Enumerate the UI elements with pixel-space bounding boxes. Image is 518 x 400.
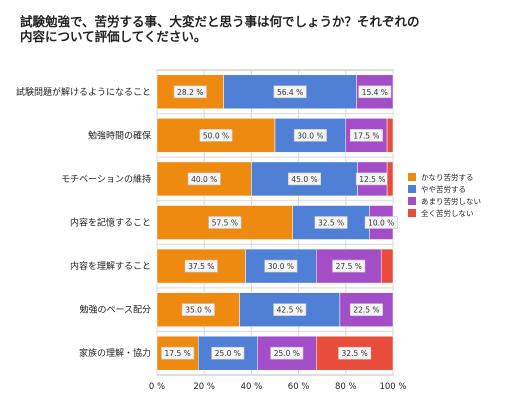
category-label: モチベーションの維持 bbox=[61, 173, 151, 185]
data-label: 22.5 % bbox=[353, 306, 379, 315]
data-label: 28.2 % bbox=[177, 88, 203, 97]
data-label-box bbox=[349, 303, 383, 316]
data-label: 40.0 % bbox=[191, 175, 217, 184]
legend-swatch bbox=[408, 209, 416, 217]
category-label: 試験問題が解けるようになること bbox=[16, 86, 151, 98]
chart-title: 試験勉強で、苦労する事、大変だと思う事は何でしょうか？それぞれの内容について評価… bbox=[20, 14, 420, 44]
data-label-box bbox=[199, 129, 233, 142]
legend-swatch bbox=[408, 173, 416, 181]
data-label-box bbox=[338, 346, 372, 360]
data-label: 30.0 % bbox=[268, 262, 294, 271]
data-label-box bbox=[270, 346, 304, 360]
legend-label: やや苦労する bbox=[421, 184, 466, 194]
data-label: 27.5 % bbox=[336, 262, 362, 271]
data-label: 50.0 % bbox=[203, 131, 229, 140]
legend-label: かなり苦労する bbox=[421, 172, 474, 182]
bar-segment bbox=[386, 161, 394, 197]
x-tick-label: 60 % bbox=[288, 382, 310, 392]
data-label: 37.5 % bbox=[188, 262, 214, 271]
data-label: 35.0 % bbox=[185, 306, 211, 315]
data-label: 15.4 % bbox=[362, 88, 388, 97]
data-label: 32.5 % bbox=[318, 219, 344, 228]
data-label-box bbox=[358, 85, 392, 99]
data-label-box bbox=[273, 303, 307, 316]
data-label: 56.4 % bbox=[277, 88, 303, 97]
legend-swatch bbox=[408, 185, 416, 193]
legend-swatch bbox=[408, 197, 416, 205]
legend-label: 全く苦労しない bbox=[421, 208, 474, 218]
data-label-box bbox=[187, 172, 221, 186]
category-label: 勉強のペース配分 bbox=[79, 304, 151, 316]
data-label-box bbox=[173, 85, 207, 99]
data-label: 57.5 % bbox=[212, 219, 238, 228]
x-tick-label: 20 % bbox=[193, 382, 215, 392]
data-label: 42.5 % bbox=[277, 306, 303, 315]
data-label-box bbox=[211, 346, 245, 360]
data-label: 17.5 % bbox=[165, 349, 191, 358]
x-tick-label: 40 % bbox=[241, 382, 263, 392]
data-label-box bbox=[314, 216, 348, 229]
data-label-box bbox=[181, 303, 215, 316]
data-label: 17.5 % bbox=[353, 131, 379, 140]
data-label-box bbox=[264, 259, 298, 273]
x-tick-label: 0 % bbox=[149, 382, 165, 392]
data-label: 25.0 % bbox=[274, 349, 300, 358]
bar-segment bbox=[386, 118, 394, 153]
data-label: 25.0 % bbox=[215, 349, 241, 358]
data-label: 30.0 % bbox=[297, 131, 323, 140]
x-tick-label: 80 % bbox=[335, 382, 357, 392]
data-label-box bbox=[184, 259, 218, 273]
data-label-box bbox=[364, 216, 398, 229]
category-label: 内容を理解すること bbox=[70, 260, 151, 272]
data-label: 45.0 % bbox=[291, 175, 317, 184]
data-label-box bbox=[293, 129, 327, 142]
category-label: 勉強時間の確保 bbox=[88, 129, 151, 141]
category-label: 内容を記憶すること bbox=[70, 217, 151, 229]
legend-label: あまり苦労しない bbox=[421, 196, 481, 206]
data-label: 12.5 % bbox=[359, 175, 385, 184]
category-label: 家族の理解・協力 bbox=[79, 347, 151, 359]
data-label-box bbox=[273, 85, 307, 99]
x-tick-label: 100 % bbox=[379, 382, 406, 392]
data-label: 32.5 % bbox=[342, 349, 368, 358]
data-label-box bbox=[349, 129, 383, 142]
data-label-box bbox=[208, 216, 242, 229]
data-label-box bbox=[332, 259, 366, 273]
bar-segment bbox=[380, 248, 394, 284]
data-label: 10.0 % bbox=[368, 219, 394, 228]
data-label-box bbox=[161, 346, 195, 360]
data-label-box bbox=[287, 172, 321, 186]
